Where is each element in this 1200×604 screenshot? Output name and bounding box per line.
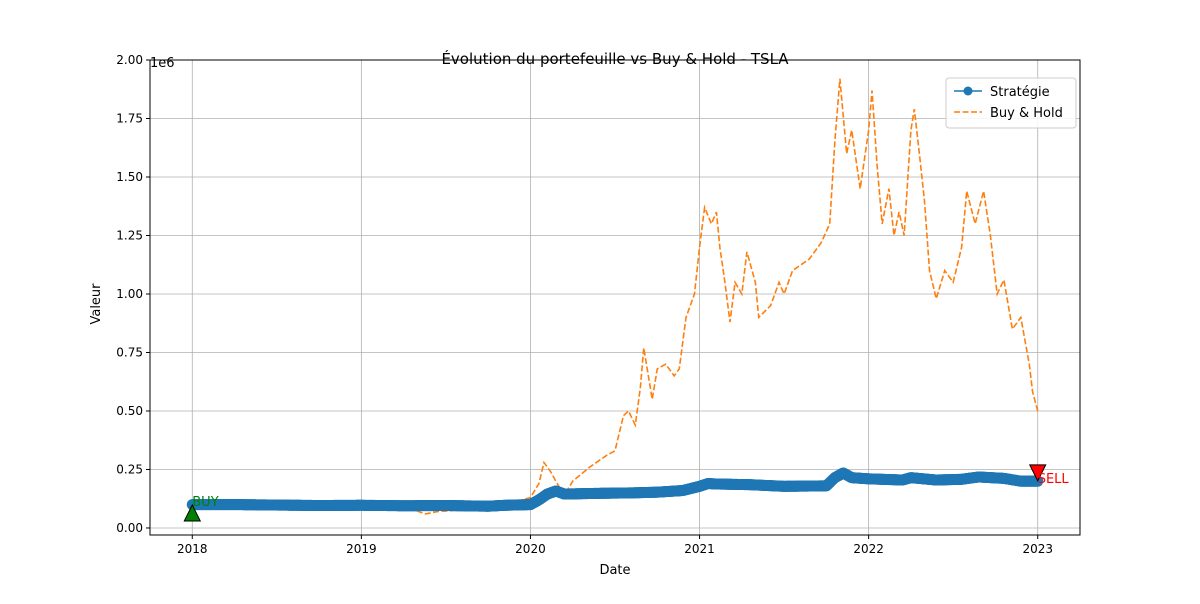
series-layer bbox=[186, 78, 1044, 515]
x-tick-label: 2019 bbox=[346, 542, 377, 556]
y-tick-label: 0.75 bbox=[116, 345, 143, 359]
x-tick-label: 2018 bbox=[177, 542, 208, 556]
legend-label-buy-hold: Buy & Hold bbox=[990, 106, 1063, 121]
y-axis-offset-label: 1e6 bbox=[150, 56, 175, 71]
y-tick-label: 1.50 bbox=[116, 170, 143, 184]
x-tick-label: 2021 bbox=[684, 542, 715, 556]
annotation-layer: BUY SELL bbox=[183, 464, 1070, 522]
y-axis-label: Valeur bbox=[89, 283, 104, 325]
series-line-strategie bbox=[192, 472, 1038, 507]
y-tick-label: 1.25 bbox=[116, 228, 143, 242]
legend: Stratégie Buy & Hold bbox=[945, 77, 1077, 129]
x-axis: 2018 2019 2020 2021 2022 2023 bbox=[177, 535, 1053, 556]
sell-label: SELL bbox=[1038, 472, 1070, 487]
sell-marker bbox=[1028, 464, 1047, 482]
y-tick-label: 0.50 bbox=[116, 404, 143, 418]
y-tick-label: 1.00 bbox=[116, 287, 143, 301]
legend-marker-strategie bbox=[963, 86, 973, 96]
buy-marker bbox=[183, 503, 202, 522]
y-tick-label: 2.00 bbox=[116, 53, 143, 67]
y-tick-label: 1.75 bbox=[116, 111, 143, 125]
legend-label-strategie: Stratégie bbox=[990, 85, 1050, 100]
chart-title: Évolution du portefeuille vs Buy & Hold … bbox=[441, 49, 789, 68]
buy-label: BUY bbox=[192, 495, 218, 510]
x-tick-label: 2022 bbox=[853, 542, 884, 556]
x-tick-label: 2020 bbox=[515, 542, 546, 556]
plot-frame bbox=[149, 59, 1081, 536]
x-axis-label: Date bbox=[599, 563, 630, 578]
y-tick-label: 0.00 bbox=[116, 521, 143, 535]
x-tick-label: 2023 bbox=[1022, 542, 1053, 556]
y-axis: 0.00 0.25 0.50 0.75 1.00 1.25 1.50 1.75 2.00 bbox=[116, 53, 150, 535]
series-line-buy-hold bbox=[192, 78, 1039, 515]
y-tick-label: 0.25 bbox=[116, 462, 143, 476]
